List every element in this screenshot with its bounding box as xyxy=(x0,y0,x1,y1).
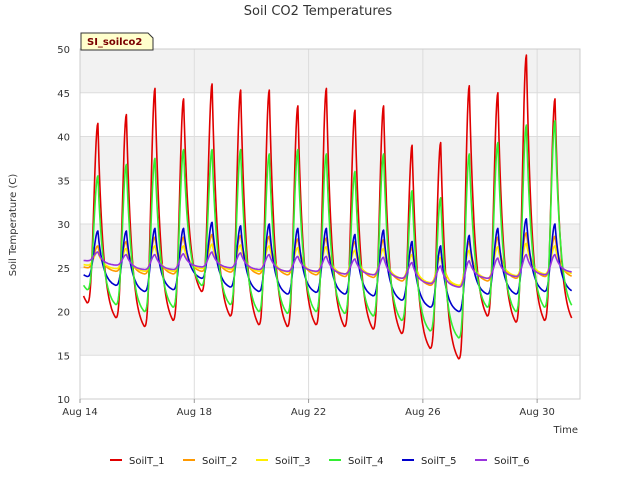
series-line-soilt-4 xyxy=(82,120,573,339)
series-line-soilt-6 xyxy=(83,251,572,288)
y-tick-label: 25 xyxy=(57,264,70,275)
legend-label: SoilT_5 xyxy=(421,456,457,467)
y-tick-label: 15 xyxy=(57,351,70,362)
x-tick-label: Aug 14 xyxy=(62,407,97,418)
site-label: SI_soilco2 xyxy=(87,37,142,48)
legend-label: SoilT_1 xyxy=(129,456,165,467)
plot-frame xyxy=(79,48,581,400)
y-tick-label: 10 xyxy=(57,395,70,406)
y-axis-title: Soil Temperature (C) xyxy=(8,174,19,277)
plot-band xyxy=(80,355,580,399)
x-axis-title: Time xyxy=(553,425,578,436)
plot-band xyxy=(80,311,580,356)
y-tick-label: 35 xyxy=(57,176,70,187)
plot-band xyxy=(80,49,580,93)
y-tick-label: 50 xyxy=(57,45,70,56)
x-tick-label: Aug 30 xyxy=(519,407,554,418)
legend-label: SoilT_4 xyxy=(348,456,384,467)
chart-title: Soil CO2 Temperatures xyxy=(244,4,393,19)
series-layer xyxy=(82,54,573,360)
y-tick-label: 45 xyxy=(57,89,70,100)
x-tick-label: Aug 18 xyxy=(177,407,212,418)
y-tick-label: 40 xyxy=(57,133,70,144)
legend-label: SoilT_3 xyxy=(275,456,311,467)
x-tick-label: Aug 26 xyxy=(405,407,440,418)
y-axis-ticks: 10 15 20 25 30 35 40 45 50 xyxy=(57,45,70,406)
x-tick-label: Aug 22 xyxy=(291,407,326,418)
site-label-badge: SI_soilco2 xyxy=(80,32,154,51)
legend-label: SoilT_2 xyxy=(202,456,238,467)
x-axis-ticks: Aug 14 Aug 18 Aug 22 Aug 26 Aug 30 xyxy=(62,399,555,418)
legend-label: SoilT_6 xyxy=(494,456,530,467)
y-tick-label: 30 xyxy=(57,220,70,231)
legend: SoilT_1 SoilT_2 SoilT_3 SoilT_4 SoilT_5 SoilT… xyxy=(110,456,530,467)
y-tick-label: 20 xyxy=(57,308,70,319)
site-label-box xyxy=(80,32,154,51)
